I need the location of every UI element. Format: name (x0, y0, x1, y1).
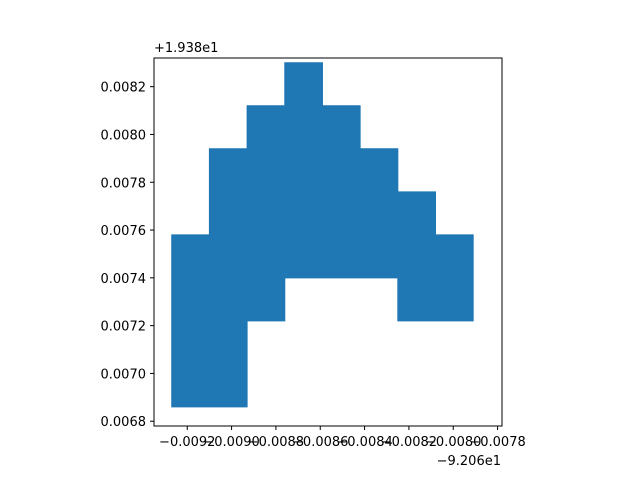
x-tick-label: −0.0082 (381, 435, 437, 450)
y-tick-label: 0.0068 (101, 415, 147, 430)
x-tick-label: −0.0086 (292, 435, 348, 450)
x-tick-label: −0.0092 (159, 435, 215, 450)
y-tick-label: 0.0080 (101, 128, 147, 143)
y-tick-label: 0.0072 (101, 320, 147, 335)
y-tick-label: 0.0074 (101, 272, 147, 287)
area-polygon (171, 62, 474, 408)
x-tick-label: −0.0088 (248, 435, 304, 450)
x-axis-offset-label: −9.206e1 (437, 454, 501, 469)
x-tick-label: −0.0080 (425, 435, 481, 450)
x-tick-label: −0.0078 (469, 435, 525, 450)
y-axis: 0.0068 0.0070 0.0072 0.0074 0.0076 0.0078 0.00… (101, 81, 154, 430)
x-tick-label: −0.0084 (336, 435, 392, 450)
axes-frame (153, 57, 503, 427)
y-tick-label: 0.0070 (101, 367, 147, 382)
plot-marks (171, 62, 474, 408)
x-axis: −0.0092−0.0090−0.0088−0.0086−0.0084−0.00… (159, 426, 526, 450)
x-tick-label: −0.0090 (203, 435, 259, 450)
y-tick-label: 0.0076 (101, 224, 147, 239)
y-tick-label: 0.0078 (101, 176, 147, 191)
y-tick-label: 0.0082 (101, 81, 147, 96)
y-axis-offset-label: +1.938e1 (154, 41, 218, 56)
